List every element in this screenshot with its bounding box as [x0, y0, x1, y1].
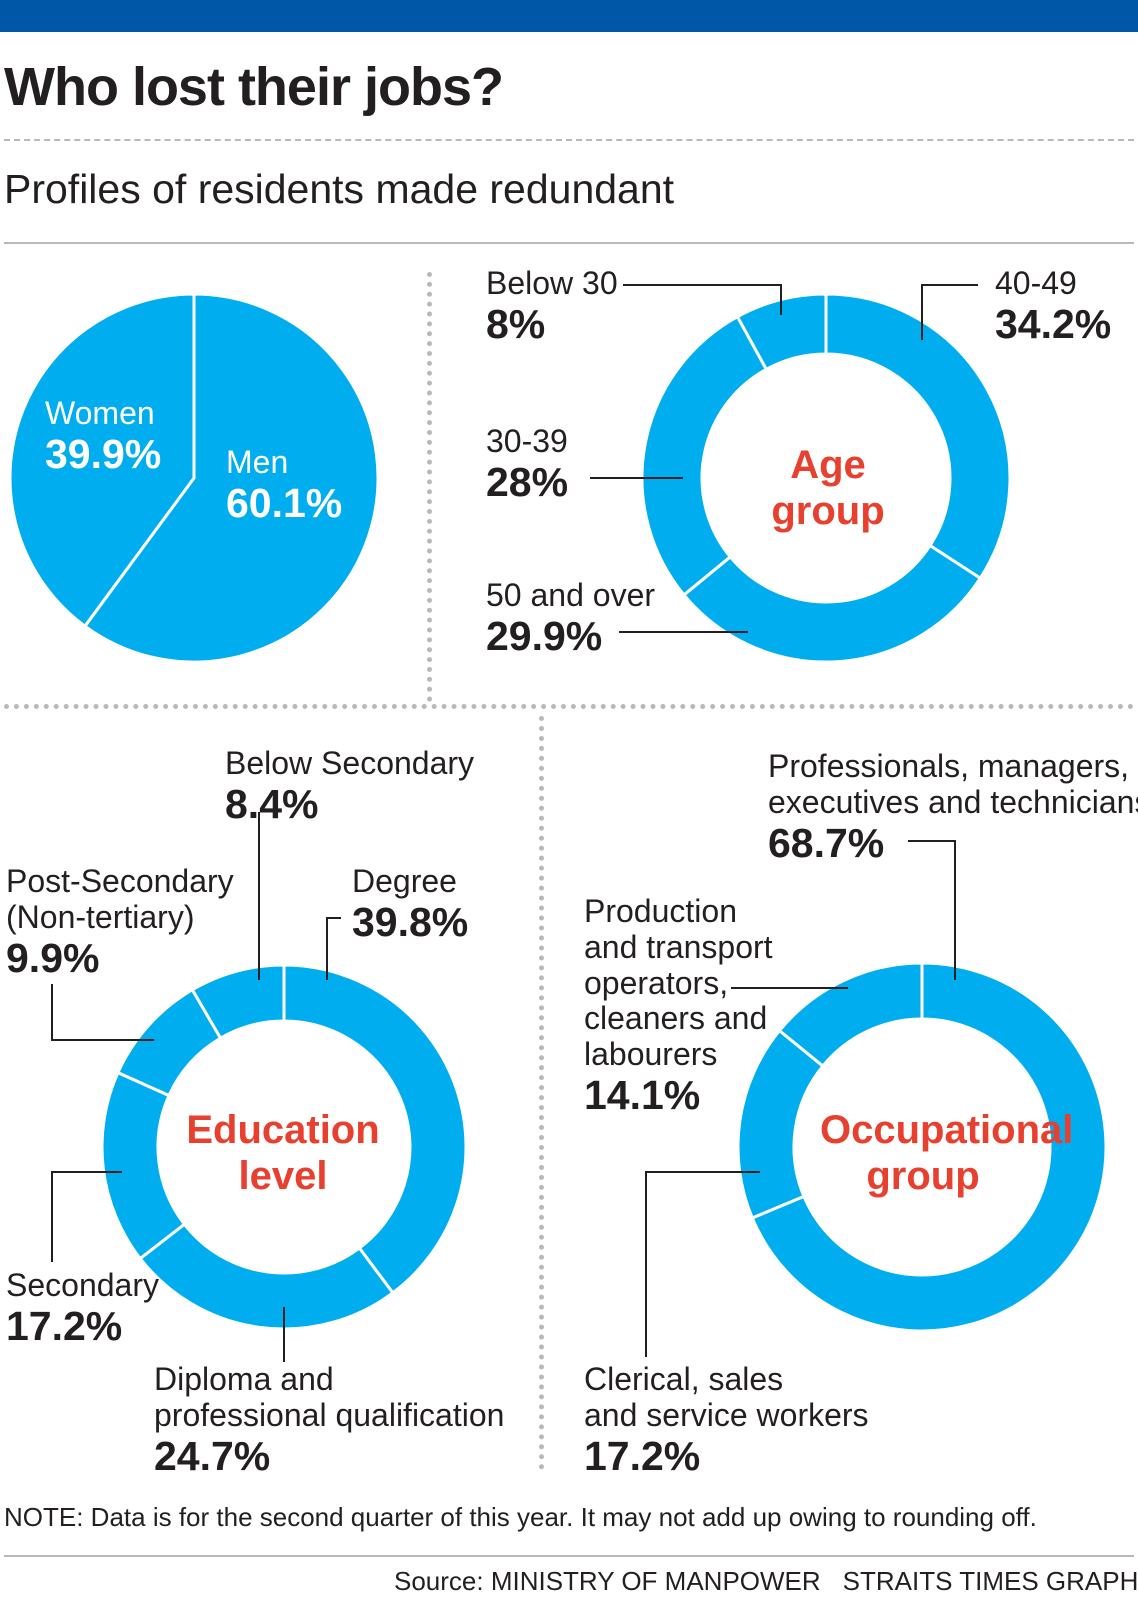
page-title: Who lost their jobs?	[4, 57, 504, 117]
label-age-below-30-value: 8%	[486, 300, 546, 347]
leader-edu-secondary	[51, 1171, 122, 1262]
footnote: NOTE: Data is for the second quarter of …	[4, 1502, 1037, 1532]
leader-occ-clerical	[645, 1171, 760, 1357]
age-donut	[640, 292, 1012, 664]
label-occ-production-line-1: Production	[584, 893, 737, 929]
age-center-label-line-1: Age	[790, 443, 866, 487]
age-segment-30-39	[640, 315, 768, 597]
credit-text: STRAITS TIMES GRAPHICS	[842, 1566, 1138, 1596]
label-age-50-over: 50 and over 29.9%	[486, 577, 656, 660]
occupation-segment-professionals-managers-executives-and-technicians	[750, 961, 1108, 1333]
label-women: Women 39.9%	[45, 395, 162, 478]
label-edu-post-secondary-line-1: Post-Secondary	[6, 863, 234, 899]
subtitle: Profiles of residents made redundant	[4, 166, 675, 212]
label-age-40-49-category: 40-49	[995, 265, 1077, 301]
label-occ-clerical-value: 17.2%	[584, 1432, 701, 1479]
occupation-segment-production-and-transport-operators-cleaners-and-labourers	[777, 961, 924, 1068]
label-age-50-over-category: 50 and over	[486, 577, 656, 613]
label-age-40-49-value: 34.2%	[995, 300, 1112, 347]
label-occ-production: Production and transport operators, clea…	[584, 893, 773, 1119]
education-segment-below-secondary	[190, 963, 286, 1040]
label-women-category: Women	[45, 395, 155, 431]
education-segment-diploma-and-professional-qualification	[138, 1222, 395, 1331]
label-edu-degree: Degree 39.8%	[352, 863, 469, 946]
label-age-30-39: 30-39 28%	[486, 423, 569, 506]
label-occ-production-line-3: operators,	[584, 964, 729, 1001]
label-edu-diploma-line-2: professional qualification	[154, 1396, 505, 1433]
education-donut	[100, 963, 468, 1331]
label-age-40-49: 40-49 34.2%	[995, 265, 1112, 348]
occupation-center-label-line-1: Occupational	[820, 1108, 1074, 1152]
label-edu-post-secondary-value: 9.9%	[6, 934, 100, 981]
label-occ-professionals: Professionals, managers, executives and …	[768, 748, 1138, 867]
label-edu-diploma-line-1: Diploma and	[154, 1361, 334, 1397]
label-edu-degree-value: 39.8%	[352, 898, 469, 945]
label-age-50-over-value: 29.9%	[486, 612, 603, 659]
label-edu-below-secondary-category: Below Secondary	[225, 745, 475, 781]
age-center-label: Age group	[728, 442, 928, 535]
label-age-30-39-value: 28%	[486, 458, 569, 505]
label-edu-secondary-category: Secondary	[6, 1267, 159, 1303]
age-center-label-line-2: group	[771, 489, 885, 534]
label-age-below-30: Below 30 8%	[486, 265, 618, 348]
label-occ-professionals-line-1: Professionals, managers,	[768, 748, 1130, 784]
occupation-center-label: Occupational group	[820, 1107, 1074, 1200]
label-men: Men 60.1%	[226, 444, 343, 527]
label-occ-clerical-line-2: and service workers	[584, 1396, 869, 1433]
label-edu-secondary: Secondary 17.2%	[6, 1267, 159, 1350]
label-occ-production-line-5: labourers	[584, 1036, 718, 1073]
leader-lines	[51, 284, 978, 1362]
leader-age-40-49	[921, 284, 978, 340]
label-occ-professionals-line-2: executives and technicians	[768, 783, 1138, 820]
label-edu-post-secondary: Post-Secondary (Non-tertiary) 9.9%	[6, 863, 234, 982]
label-edu-below-secondary: Below Secondary 8.4%	[225, 745, 475, 828]
age-segment-50-and-over	[682, 544, 982, 664]
label-age-below-30-category: Below 30	[486, 265, 618, 301]
label-age-30-39-category: 30-39	[486, 423, 568, 459]
education-center-label: Education level	[183, 1107, 383, 1200]
label-occ-production-line-2: and transport	[584, 928, 773, 965]
source-text: Source: MINISTRY OF MANPOWER	[394, 1566, 821, 1596]
divider-top-vertical	[427, 272, 432, 702]
footer-divider	[4, 1555, 1134, 1557]
divider-middle-horizontal	[4, 704, 1134, 709]
label-edu-diploma-value: 24.7%	[154, 1432, 271, 1479]
label-occ-clerical: Clerical, sales and service workers 17.2…	[584, 1361, 869, 1480]
label-women-value: 39.9%	[45, 430, 162, 477]
leader-edu-post-secondary	[51, 984, 154, 1041]
education-center-label-line-2: level	[238, 1154, 328, 1199]
label-edu-degree-category: Degree	[352, 863, 457, 899]
top-color-band	[0, 0, 1138, 32]
label-edu-below-secondary-value: 8.4%	[225, 780, 319, 827]
gender-segment-women	[8, 292, 196, 628]
leader-age-below-30	[623, 284, 782, 315]
occupation-center-label-line-2: group	[866, 1154, 980, 1199]
gender-segment-men	[83, 292, 380, 664]
age-segment-below-30	[735, 292, 828, 371]
education-segment-secondary	[100, 1071, 186, 1261]
label-edu-secondary-value: 17.2%	[6, 1302, 123, 1349]
label-occ-production-value: 14.1%	[584, 1072, 701, 1119]
gender-pie	[8, 292, 380, 664]
education-segment-degree	[282, 963, 468, 1295]
label-edu-post-secondary-line-2: (Non-tertiary)	[6, 898, 195, 935]
source-line: Source: MINISTRY OF MANPOWER STRAITS TIME…	[394, 1566, 1138, 1597]
label-occ-production-line-4: cleaners and	[584, 1000, 768, 1037]
education-center-label-line-1: Education	[186, 1108, 380, 1152]
label-men-value: 60.1%	[226, 479, 343, 526]
label-occ-professionals-value: 68.7%	[768, 819, 885, 866]
label-edu-diploma: Diploma and professional qualification 2…	[154, 1361, 505, 1480]
label-occ-clerical-line-1: Clerical, sales	[584, 1361, 784, 1397]
age-segment-40-49	[824, 292, 1012, 580]
leader-occ-professionals	[908, 840, 956, 980]
leader-edu-degree	[326, 917, 341, 980]
title-divider	[4, 139, 1134, 141]
divider-bottom-vertical	[539, 716, 544, 1470]
label-men-category: Men	[226, 444, 289, 480]
subtitle-divider	[4, 242, 1134, 244]
